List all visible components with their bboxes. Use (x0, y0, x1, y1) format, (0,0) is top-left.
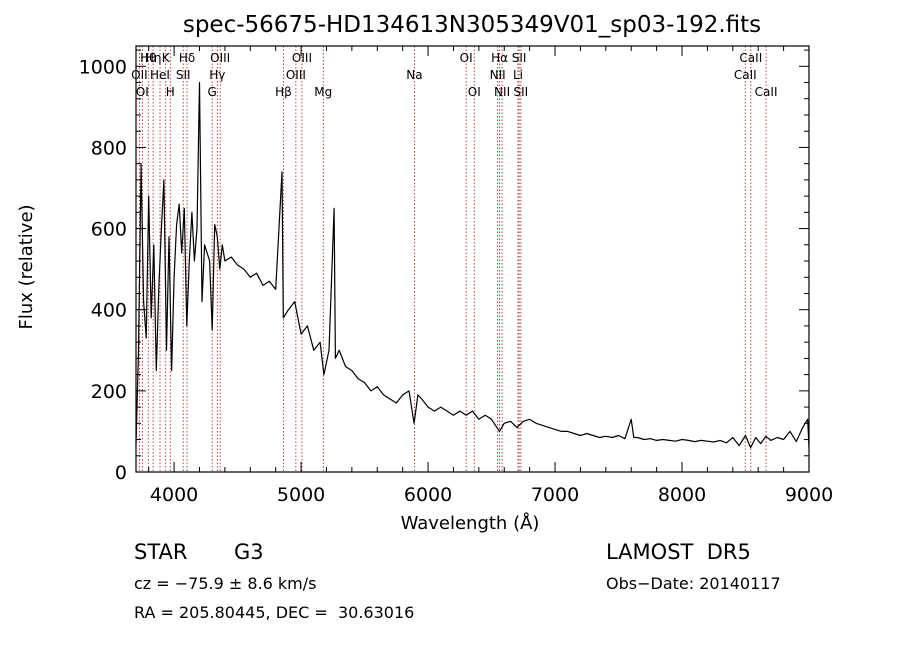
line-label: SII (176, 68, 191, 82)
line-label: OIII (292, 51, 312, 65)
line-label: OII (131, 68, 148, 82)
line-label: H (166, 85, 175, 99)
line-label: Li (513, 68, 523, 82)
x-tick-label: 9000 (785, 484, 833, 506)
plot-frame (135, 45, 810, 473)
y-tick-label: 400 (91, 300, 127, 322)
line-label: Hη (145, 51, 162, 65)
x-axis-label: Wavelength (Å) (401, 512, 540, 534)
line-label: Mg (314, 85, 332, 99)
x-tick-label: 5000 (277, 484, 325, 506)
y-tick-label: 800 (91, 137, 127, 159)
y-axis-label: Flux (relative) (16, 204, 37, 329)
line-label: OIII (286, 68, 306, 82)
line-label: Hα (491, 51, 508, 65)
y-tick-label: 600 (91, 219, 127, 241)
line-labels: OIIOIHθHηHeIKHSIIHδGHγOIIIHβOIIIOIIIMgNa… (131, 51, 777, 99)
line-label: NII (494, 85, 510, 99)
x-axis: 4000 5000 6000 7000 8000 9000 (148, 46, 833, 506)
line-label: Hδ (179, 51, 195, 65)
y-tick-label: 200 (91, 381, 127, 403)
x-tick-label: 7000 (531, 484, 579, 506)
survey-name: LAMOST DR5 (606, 540, 751, 564)
redshift-readout: cz = −75.9 ± 8.6 km/s (134, 574, 317, 593)
observation-date: Obs−Date: 20140117 (606, 574, 781, 593)
line-label: HeI (150, 68, 170, 82)
y-tick-label: 1000 (79, 56, 127, 78)
line-label: CaII (739, 51, 762, 65)
line-label: NII (490, 68, 506, 82)
line-label: OIII (210, 51, 230, 65)
object-class: STAR (134, 540, 188, 564)
line-label: SII (512, 51, 527, 65)
line-label: SII (514, 85, 529, 99)
line-label: G (208, 85, 217, 99)
object-subclass: G3 (234, 540, 264, 564)
line-label: K (162, 51, 171, 65)
coordinates: RA = 205.80445, DEC = 30.63016 (134, 603, 415, 622)
y-tick-label: 0 (115, 462, 127, 484)
spectrum-line (135, 81, 810, 449)
x-tick-label: 8000 (658, 484, 706, 506)
line-label: OI (460, 51, 473, 65)
x-tick-label: 4000 (150, 484, 198, 506)
line-label: Hγ (209, 68, 225, 82)
line-markers (138, 46, 767, 472)
line-label: OI (468, 85, 481, 99)
y-axis: 0 200 400 600 800 1000 (79, 49, 809, 484)
line-label: Na (406, 68, 422, 82)
chart-title: spec-56675-HD134613N305349V01_sp03-192.f… (183, 12, 761, 38)
line-label: Hβ (275, 85, 292, 99)
x-tick-label: 6000 (404, 484, 452, 506)
line-label: OI (136, 85, 149, 99)
line-label: Hθ (140, 51, 156, 65)
line-label: CaII (734, 68, 757, 82)
line-label: CaII (755, 85, 778, 99)
